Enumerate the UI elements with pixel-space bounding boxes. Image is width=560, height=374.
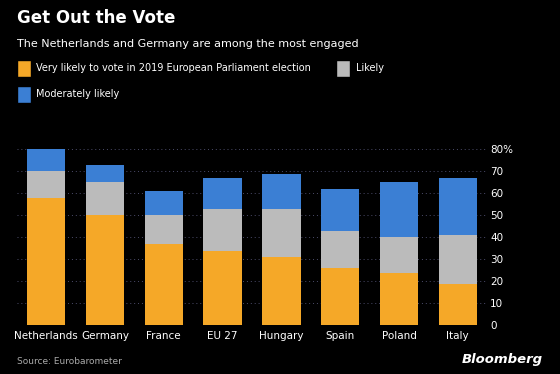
Bar xyxy=(321,189,360,231)
Bar xyxy=(262,174,301,209)
Bar xyxy=(321,268,360,325)
Bar xyxy=(86,165,124,183)
Bar xyxy=(86,215,124,325)
Bar xyxy=(380,183,418,237)
Bar xyxy=(380,237,418,273)
Bar xyxy=(262,209,301,257)
Bar xyxy=(144,215,183,244)
Bar xyxy=(438,235,477,283)
Text: The Netherlands and Germany are among the most engaged: The Netherlands and Germany are among th… xyxy=(17,39,358,49)
Text: Get Out the Vote: Get Out the Vote xyxy=(17,9,175,27)
Bar xyxy=(380,273,418,325)
Text: Bloomberg: Bloomberg xyxy=(462,353,543,366)
Bar xyxy=(262,257,301,325)
Text: Likely: Likely xyxy=(356,63,384,73)
Bar xyxy=(27,198,66,325)
Bar xyxy=(438,283,477,325)
Bar xyxy=(86,183,124,215)
Bar xyxy=(438,178,477,235)
Bar xyxy=(203,209,242,251)
Text: Source: Eurobarometer: Source: Eurobarometer xyxy=(17,357,122,366)
Text: Moderately likely: Moderately likely xyxy=(36,89,120,99)
Bar xyxy=(144,191,183,215)
Text: Very likely to vote in 2019 European Parliament election: Very likely to vote in 2019 European Par… xyxy=(36,63,311,73)
Bar xyxy=(203,178,242,209)
Bar xyxy=(144,244,183,325)
Bar xyxy=(321,231,360,268)
Bar xyxy=(27,171,66,198)
Bar xyxy=(27,149,66,171)
Bar xyxy=(203,251,242,325)
